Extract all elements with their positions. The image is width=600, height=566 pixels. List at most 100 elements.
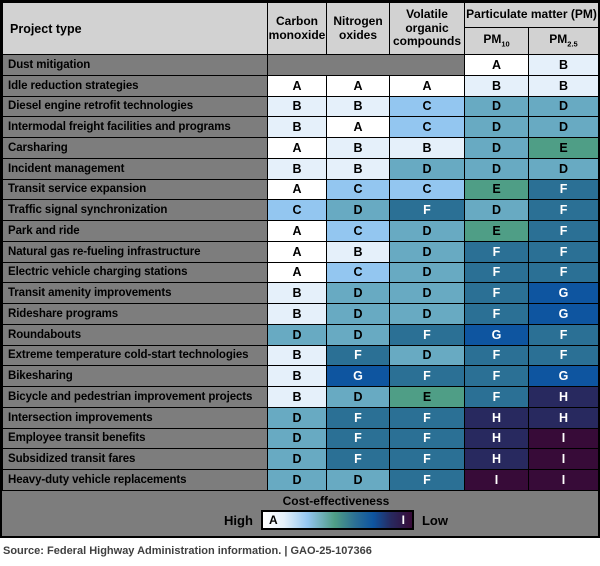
grade-cell-a: A xyxy=(267,220,327,242)
grade-cell-d: D xyxy=(389,220,465,242)
grade-cell-i: I xyxy=(527,469,598,491)
grade-cell-i: I xyxy=(527,448,598,470)
grade-cell-b: B xyxy=(326,137,390,159)
grade-cell-c: C xyxy=(326,220,390,242)
grade-cell-f: F xyxy=(527,344,598,367)
row-label: Heavy-duty vehicle replacements xyxy=(2,469,268,491)
grade-cell-d: D xyxy=(527,95,598,118)
col-header-voc: Volatile organic compounds xyxy=(389,2,465,55)
grade-cell-h: H xyxy=(527,386,598,408)
grade-cell-g: G xyxy=(527,303,598,325)
legend-grade-a: A xyxy=(268,513,278,527)
grade-cell-c: C xyxy=(326,178,390,201)
grade-cell-a: A xyxy=(389,74,465,97)
grade-cell-f: F xyxy=(464,344,529,367)
grade-cell-f: F xyxy=(527,178,598,201)
grade-cell-d: D xyxy=(326,469,390,491)
table-row: Bicycle and pedestrian improvement proje… xyxy=(2,386,598,408)
grade-cell-d: D xyxy=(326,386,390,408)
cost-effectiveness-legend: Cost-effectiveness High A I Low xyxy=(224,494,448,530)
grade-cell-b: B xyxy=(326,95,390,118)
grade-cell-f: F xyxy=(464,303,529,325)
grade-cell-d: D xyxy=(527,157,598,180)
grade-cell-f: F xyxy=(464,282,529,304)
header-row-2: PM10 PM2.5 xyxy=(3,27,598,55)
grade-cell-i: I xyxy=(464,469,529,491)
grade-cell-d: D xyxy=(326,303,390,325)
table-row: Idle reduction strategies A A A B B xyxy=(2,74,598,97)
grade-cell-i: I xyxy=(527,427,598,450)
grade-cell-f: F xyxy=(464,261,529,284)
table-row: Park and ride A C D E F xyxy=(2,220,598,242)
grade-cell-b: B xyxy=(527,54,598,76)
row-label: Idle reduction strategies xyxy=(2,74,268,97)
table-row: Dust mitigation A B xyxy=(2,54,598,76)
grade-cell-a: A xyxy=(267,74,327,97)
grade-cell-f: F xyxy=(389,323,465,346)
table-row: Carsharing A B B D E xyxy=(2,137,598,159)
grade-cell-e: E xyxy=(464,220,529,242)
pm10-label: PM xyxy=(483,32,502,47)
row-label: Intermodal freight facilities and progra… xyxy=(2,116,268,138)
row-label: Roundabouts xyxy=(2,323,268,346)
col-header-pm25: PM2.5 xyxy=(527,27,598,55)
grade-cell-b: B xyxy=(267,365,327,387)
grade-cell-h: H xyxy=(464,427,529,450)
grade-cell-b: B xyxy=(326,240,390,263)
col-header-carbon-monoxide: Carbon monoxide xyxy=(267,2,327,55)
row-label: Dust mitigation xyxy=(2,54,268,76)
row-label: Diesel engine retrofit technologies xyxy=(2,95,268,118)
grade-cell-d: D xyxy=(326,199,390,221)
legend-high-label: High xyxy=(224,512,253,528)
col-header-pm-group: Particulate matter (PM) xyxy=(463,2,598,28)
grade-cell-d: D xyxy=(267,406,327,429)
table-row: Employee transit benefits D F F H I xyxy=(2,427,598,450)
grade-cell-a: A xyxy=(267,137,327,159)
grade-cell-f: F xyxy=(389,469,465,491)
grade-cell-d: D xyxy=(326,282,390,304)
legend-title: Cost-effectiveness xyxy=(282,494,390,508)
table-row: Subsidized transit fares D F F H I xyxy=(2,448,598,470)
grade-cell-h: H xyxy=(527,406,598,429)
grade-cell-g: G xyxy=(326,365,390,387)
row-label: Rideshare programs xyxy=(2,303,268,325)
col-header-nitrogen-oxides: Nitrogen oxides xyxy=(326,2,390,55)
grade-cell-g: G xyxy=(527,282,598,304)
grade-cell-f: F xyxy=(527,261,598,284)
grade-cell-h: H xyxy=(464,448,529,470)
table-row: Transit amenity improvements B D D F G xyxy=(2,282,598,304)
table-row: Rideshare programs B D D F G xyxy=(2,303,598,325)
grade-cell-b: B xyxy=(267,282,327,304)
grade-cell-e: E xyxy=(527,137,598,159)
grade-cell-d: D xyxy=(389,282,465,304)
grade-cell-b: B xyxy=(527,74,598,97)
row-label: Bicycle and pedestrian improvement proje… xyxy=(2,386,268,408)
grade-cell-c: C xyxy=(326,261,390,284)
grade-cell-b: B xyxy=(267,95,327,118)
legend-grade-i: I xyxy=(401,513,405,527)
grade-cell-a: A xyxy=(326,74,390,97)
grade-cell-f: F xyxy=(389,427,465,450)
heatmap-body: Dust mitigation A B Idle reduction strategi… xyxy=(2,54,598,491)
grade-cell-f: F xyxy=(389,365,465,387)
grade-cell-b: B xyxy=(267,386,327,408)
grade-cell-d: D xyxy=(464,199,529,221)
grade-cell-f: F xyxy=(527,220,598,242)
grade-cell-b: B xyxy=(389,137,465,159)
grade-cell-b: B xyxy=(267,303,327,325)
grade-cell-b: B xyxy=(326,157,390,180)
grade-cell-f: F xyxy=(464,386,529,408)
grade-cell-f: F xyxy=(527,199,598,221)
col-header-project-type: Project type xyxy=(2,2,268,55)
row-label: Traffic signal synchronization xyxy=(2,199,268,221)
grade-cell-g: G xyxy=(527,365,598,387)
table-row: Incident management B B D D D xyxy=(2,157,598,180)
grade-cell-d: D xyxy=(267,448,327,470)
row-label: Subsidized transit fares xyxy=(2,448,268,470)
row-label: Transit amenity improvements xyxy=(2,282,268,304)
row-label: Intersection improvements xyxy=(2,406,268,429)
grade-cell-f: F xyxy=(326,406,390,429)
grade-cell-e: E xyxy=(464,178,529,201)
table-row: Roundabouts D D F G F xyxy=(2,323,598,346)
grade-cell-c: C xyxy=(389,178,465,201)
